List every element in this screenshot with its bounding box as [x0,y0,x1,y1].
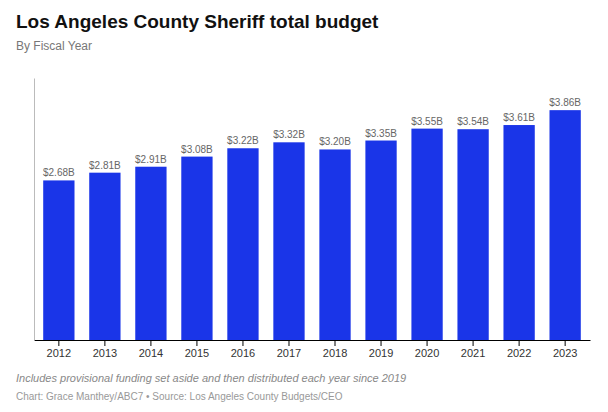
bar [457,129,488,340]
x-tick-label: 2016 [231,347,255,359]
chart: Los Angeles County Sheriff total budget B… [0,0,608,412]
x-tick-mark [381,340,382,346]
data-label: $2.91B [135,154,167,165]
x-tick: 2023 [553,340,577,359]
x-tick: 2017 [277,340,301,359]
x-tick-label: 2019 [369,347,393,359]
data-label: $2.68B [43,167,75,178]
y-axis [34,79,35,341]
x-tick-label: 2017 [277,347,301,359]
x-tick-label: 2022 [507,347,531,359]
bar [43,180,74,340]
x-tick-mark [196,340,197,346]
x-tick: 2020 [415,340,439,359]
data-label: $3.35B [365,128,397,139]
x-tick-label: 2012 [47,347,71,359]
bar [135,167,166,340]
x-axis: 2012 2013 2014 2015 2016 2017 2018 2019 2020 2021… [35,340,591,359]
x-axis-line [35,340,591,341]
x-tick: 2012 [47,340,71,359]
x-tick-mark [473,340,474,346]
data-label: $3.22B [227,135,259,146]
x-tick: 2021 [461,340,485,359]
x-tick-mark [242,340,243,346]
x-tick-mark [519,340,520,346]
title: Los Angeles County Sheriff total budget [16,11,379,32]
x-tick-mark [288,340,289,346]
data-label: $2.81B [89,160,121,171]
subtitle: By Fiscal Year [16,39,92,53]
data-label: $3.61B [503,112,535,123]
x-tick-mark [335,340,336,346]
x-tick: 2014 [139,340,163,359]
x-tick-label: 2015 [185,347,209,359]
bar [549,110,580,340]
data-label: $3.08B [181,144,213,155]
x-tick: 2022 [507,340,531,359]
x-tick-label: 2021 [461,347,485,359]
data-label: $3.20B [319,136,351,147]
x-tick-label: 2013 [93,347,117,359]
bar [411,129,442,340]
bar [273,142,304,340]
bar [227,148,258,340]
x-tick-mark [150,340,151,346]
data-label: $3.54B [457,116,489,127]
x-tick-label: 2020 [415,347,439,359]
x-tick: 2019 [369,340,393,359]
bar [503,125,534,340]
bars [43,110,581,340]
x-tick-label: 2018 [323,347,347,359]
data-labels: $2.68B $2.81B $2.91B $3.08B $3.22B $3.32B $3.2… [43,97,581,178]
x-tick-label: 2014 [139,347,163,359]
x-tick: 2015 [185,340,209,359]
bar [89,173,120,340]
x-tick: 2018 [323,340,347,359]
x-tick-mark [58,340,59,346]
x-tick-mark [427,340,428,346]
x-tick: 2016 [231,340,255,359]
x-tick-mark [104,340,105,346]
y-axis-line [34,79,35,341]
x-tick: 2013 [93,340,117,359]
bar [319,149,350,340]
x-tick-mark [565,340,566,346]
data-label: $3.55B [411,116,443,127]
annotation: Chart: Grace Manthey/ABC7 • Source: Los … [16,391,343,402]
plot: $2.68B $2.81B $2.91B $3.08B $3.22B $3.32B $3.2… [35,79,591,359]
bar [365,141,396,340]
annotation: Includes provisional funding set aside a… [16,372,406,384]
x-tick-label: 2023 [553,347,577,359]
data-label: $3.86B [549,97,581,108]
data-label: $3.32B [273,129,305,140]
bar [181,157,212,340]
